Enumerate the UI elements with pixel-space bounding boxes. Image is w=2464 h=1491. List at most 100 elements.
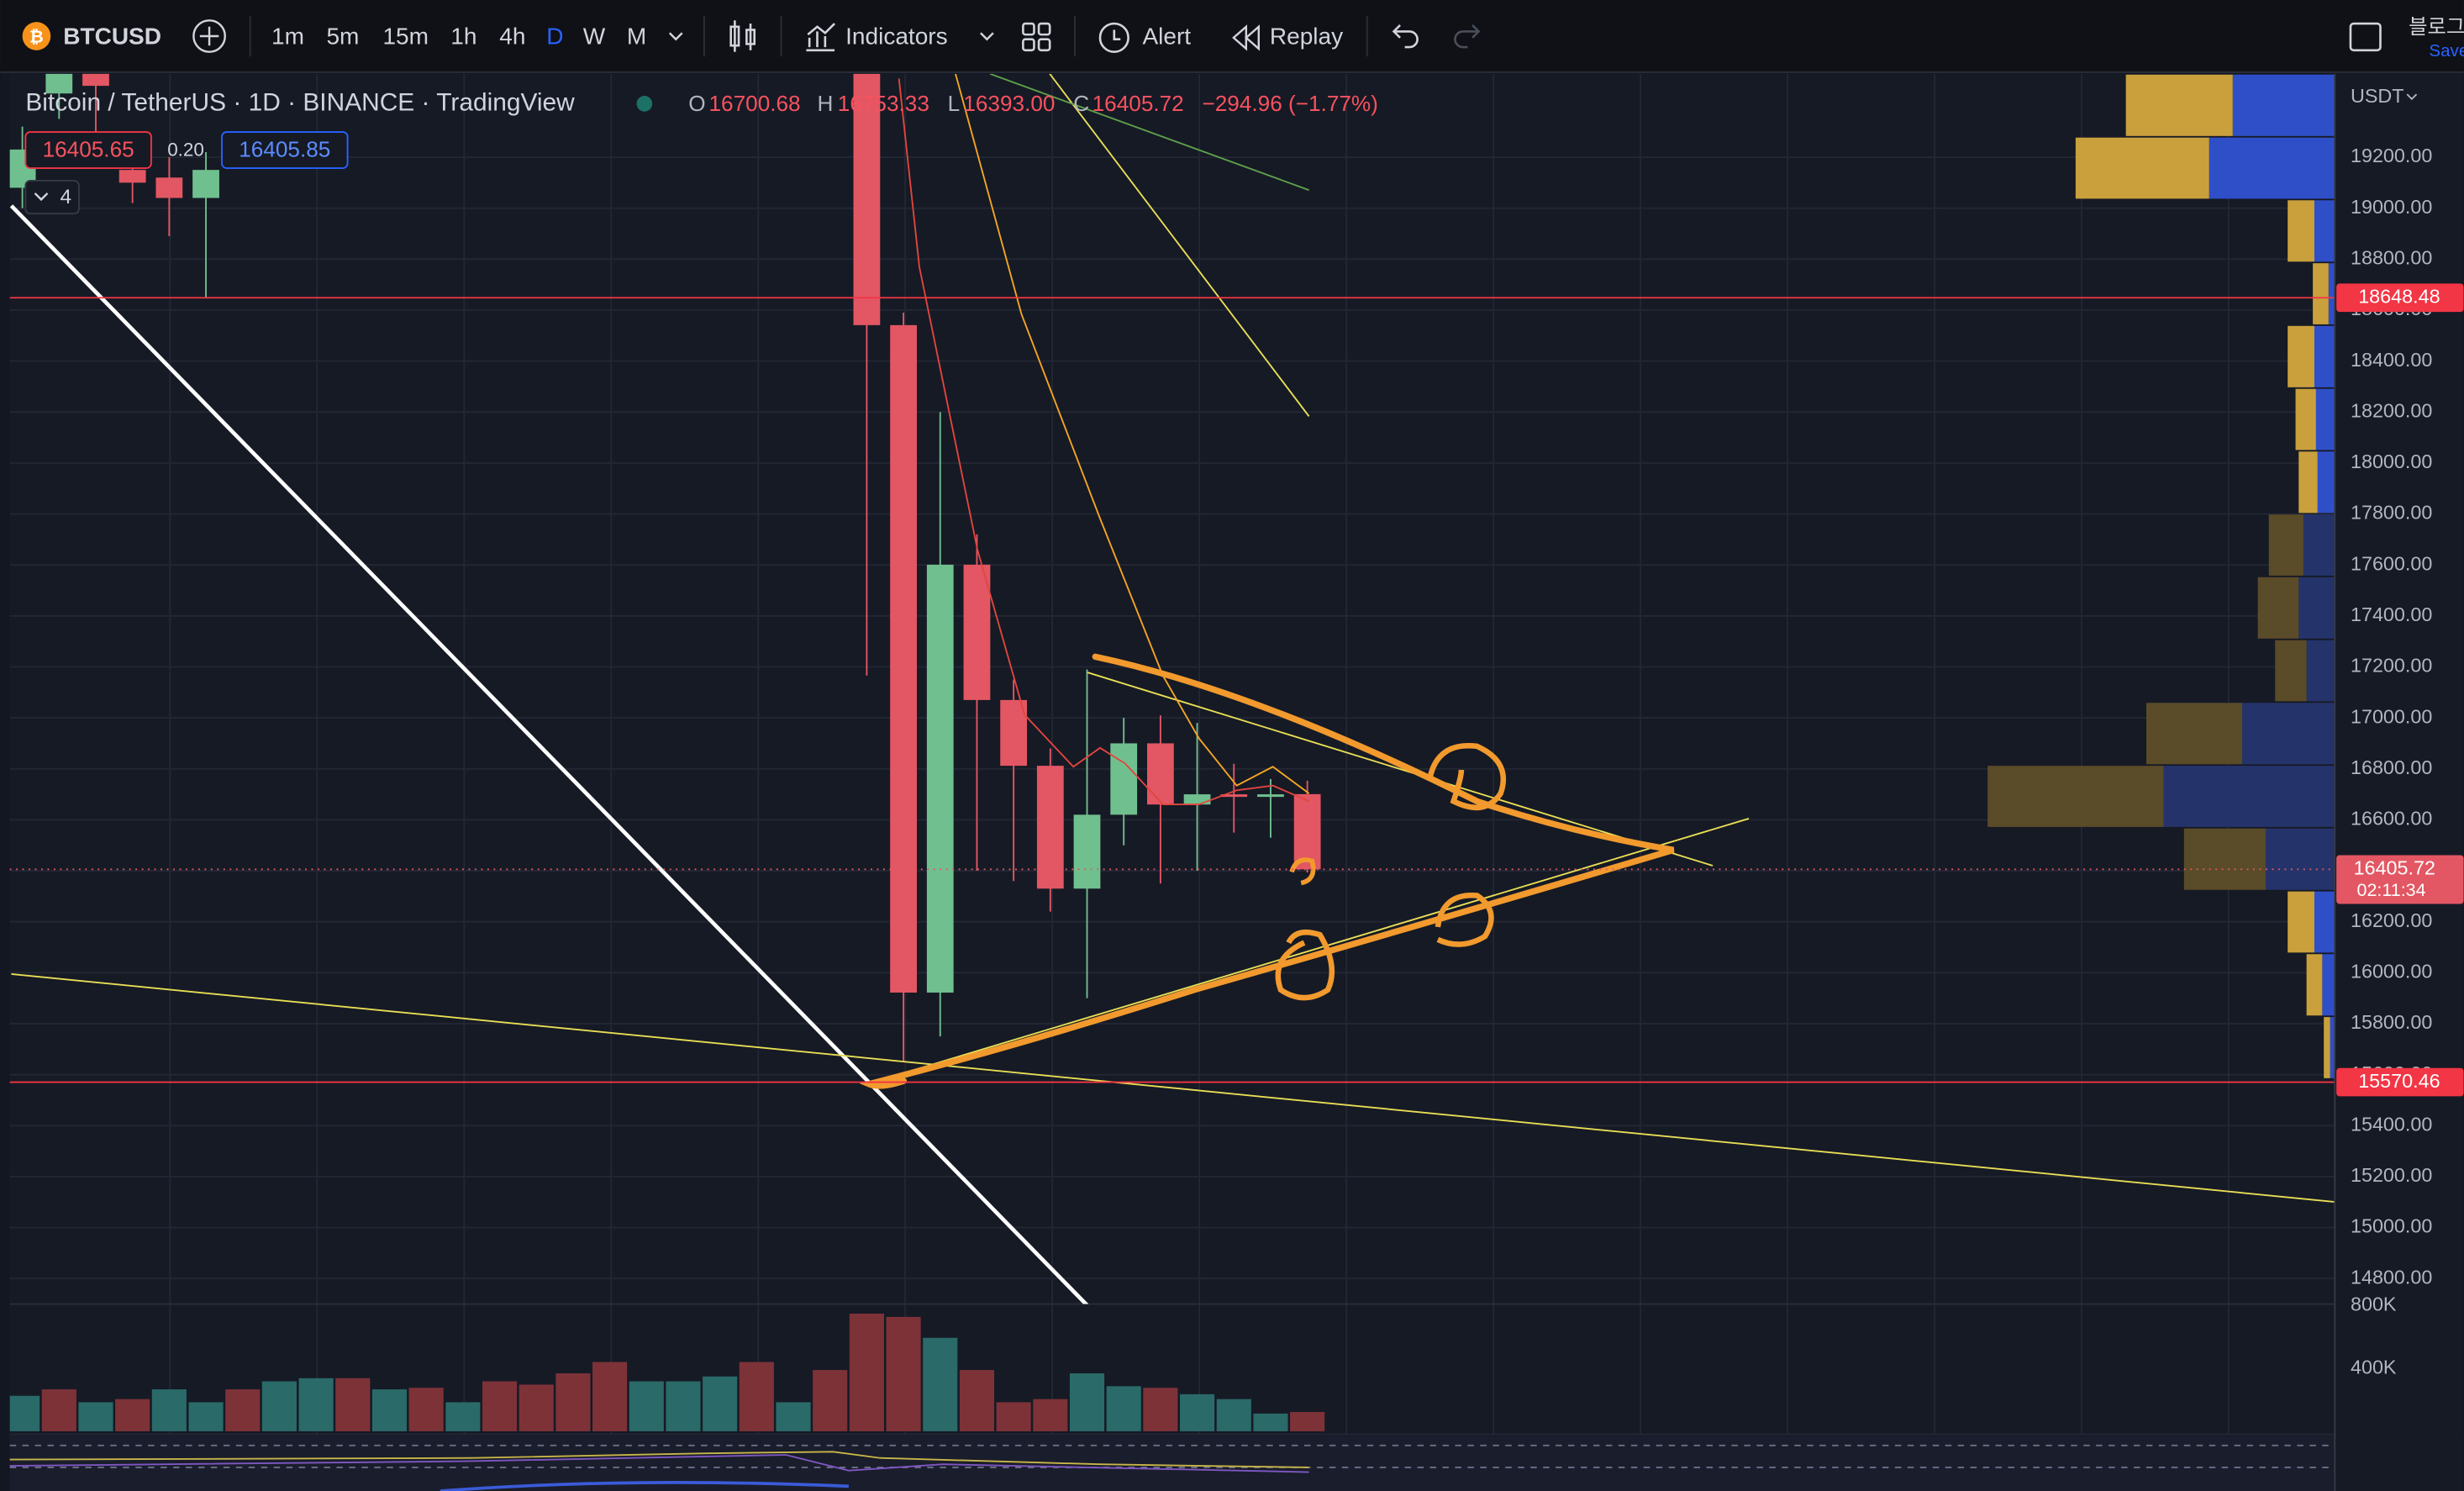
interval-button[interactable]: 15m (382, 23, 429, 49)
profile-up (2183, 828, 2267, 890)
trend-line (1087, 672, 1714, 867)
profile-up (2295, 388, 2316, 450)
alert-button[interactable]: Alert (1142, 23, 1191, 49)
alert-icon (1098, 22, 1129, 53)
right-label[interactable]: 블로그 (2409, 16, 2464, 39)
legend-o-label: O (688, 91, 705, 116)
interval-button[interactable]: 5m (326, 23, 359, 49)
interval-button[interactable]: 4h (499, 23, 525, 49)
profile-up (2268, 514, 2303, 576)
save-button[interactable]: Save (2429, 41, 2464, 61)
y-tick-label: 17200.00 (2351, 655, 2432, 677)
y-tick-label: 18200.00 (2351, 399, 2432, 421)
currency-chevron (2406, 93, 2418, 101)
volume-bar (776, 1402, 811, 1431)
replay-icon (1232, 24, 1260, 51)
candle-body (853, 73, 881, 325)
profile-down (2328, 263, 2335, 324)
legend-open: 16700.68 (709, 91, 801, 116)
volume-bar (519, 1384, 554, 1431)
profile-down (2315, 388, 2335, 450)
interval-button[interactable]: W (583, 23, 606, 49)
volume-bar (78, 1402, 113, 1431)
price-lines (9, 297, 2335, 1083)
redo-button[interactable] (1454, 24, 1481, 49)
interval-button[interactable]: 1h (450, 23, 476, 49)
volume-bar (959, 1370, 995, 1431)
toolbar (0, 0, 2464, 72)
profile-up (2288, 200, 2314, 262)
y-tick-label: 14800.00 (2351, 1266, 2432, 1288)
intervals: 1m 5m 15m 1h 4h D W M (271, 23, 646, 49)
collapse-button[interactable] (24, 180, 80, 215)
price-badge-label: 18648.48 (2358, 285, 2440, 307)
volume-bar (371, 1389, 408, 1431)
interval-button[interactable]: M (627, 23, 646, 49)
profile-down (2298, 577, 2335, 639)
profile-up (1988, 766, 2164, 827)
alert-icon-hands (1113, 29, 1121, 41)
last-price-label: 16405.72 (2354, 856, 2435, 878)
price-badge (2336, 1067, 2464, 1097)
volume-bar (225, 1389, 261, 1431)
volume-bar (408, 1388, 444, 1431)
volume-bar (1069, 1372, 1105, 1431)
replay-button[interactable]: Replay (1270, 23, 1343, 49)
price-badge (2336, 283, 2464, 313)
legend-title[interactable]: Bitcoin / TetherUS · 1D · BINANCE · Trad… (25, 88, 575, 116)
y-tick-label: 16600.00 (2351, 808, 2432, 830)
profile-down (2209, 137, 2335, 199)
y-tick-label: 16800.00 (2351, 756, 2432, 778)
volume-bar (923, 1337, 958, 1431)
countdown: 02:11:34 (2357, 880, 2426, 900)
fullscreen-button[interactable] (2349, 22, 2382, 52)
y-tick-label: 15200.00 (2351, 1164, 2432, 1186)
indicator-line (440, 1481, 849, 1491)
ask-price[interactable]: 16405.85 (239, 136, 330, 161)
hand-drawing (859, 653, 1675, 1089)
candle-body (155, 177, 183, 198)
last-price-badge (2336, 855, 2464, 904)
interval-button[interactable]: D (546, 23, 563, 49)
chart-type-button[interactable] (729, 20, 756, 52)
bid-price[interactable]: 16405.65 (43, 136, 134, 161)
y-tick-label: 16000.00 (2351, 961, 2432, 983)
indicators-chevron[interactable] (980, 32, 994, 41)
profile-down (2232, 74, 2335, 136)
volume-bar (1106, 1386, 1141, 1431)
y-tick-label: 15400.00 (2351, 1113, 2432, 1135)
compare-button[interactable] (192, 19, 226, 53)
volume-bar (1216, 1399, 1251, 1431)
volume-bar (261, 1381, 297, 1431)
profile-down (2330, 1017, 2335, 1078)
indicator-pane (9, 1434, 2335, 1491)
moving-average (898, 78, 1309, 806)
indicators-button[interactable]: Indicators (845, 23, 948, 49)
candle-body (45, 73, 73, 94)
y-tick-label: 18400.00 (2351, 349, 2432, 371)
candle-body (926, 564, 954, 993)
profile-down (2303, 514, 2335, 576)
buy-box[interactable] (221, 131, 349, 169)
interval-chevron[interactable] (668, 32, 683, 41)
volume-bar (298, 1378, 334, 1431)
candle-body (118, 170, 146, 183)
y-tick-label: 19200.00 (2351, 145, 2432, 166)
price-badge-label: 15570.46 (2358, 1070, 2440, 1092)
y-tick-label: 17400.00 (2351, 603, 2432, 625)
currency-label[interactable]: USDT (2351, 85, 2404, 107)
legend-h-label: H (817, 91, 833, 116)
candle-body (1110, 743, 1138, 815)
volume-bar (115, 1399, 150, 1431)
profile-down (2266, 828, 2335, 890)
indicator-bg (9, 1434, 2335, 1491)
volume-bar (739, 1362, 774, 1431)
sell-box[interactable] (24, 131, 152, 169)
volume-bar (9, 1395, 40, 1431)
undo-button[interactable] (1392, 24, 1419, 49)
layout-button[interactable] (1022, 22, 1051, 52)
interval-button[interactable]: 1m (271, 23, 304, 49)
hand-drawing (1275, 929, 1335, 1001)
symbol[interactable]: BTCUSD (63, 23, 161, 49)
